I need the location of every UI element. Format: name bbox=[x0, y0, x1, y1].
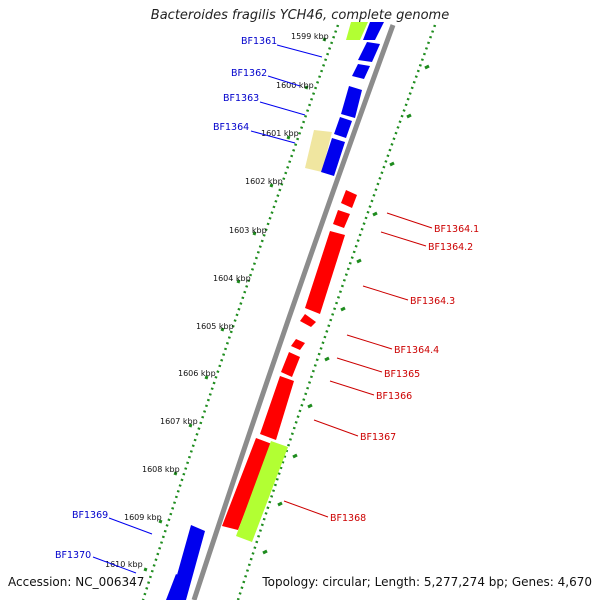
leader-line bbox=[283, 500, 329, 518]
kbp-label: 1599 kbp bbox=[291, 32, 329, 41]
gene-arrow-reverse[interactable] bbox=[305, 231, 345, 314]
gene-arrow-forward[interactable] bbox=[341, 86, 362, 118]
gene-label-forward[interactable]: BF1364 bbox=[213, 122, 249, 133]
gene-arrow-forward[interactable] bbox=[166, 574, 186, 600]
inner-tick bbox=[389, 161, 395, 167]
outer-dotted-guide bbox=[141, 24, 340, 600]
kbp-tick bbox=[304, 85, 309, 90]
gene-arrow-reverse[interactable] bbox=[291, 339, 305, 350]
gene-arrow-reverse[interactable] bbox=[300, 314, 316, 327]
inner-ticks bbox=[262, 64, 430, 555]
inner-tick bbox=[340, 306, 346, 312]
kbp-tick bbox=[286, 135, 291, 140]
gene-label-reverse[interactable]: BF1366 bbox=[376, 391, 412, 402]
inner-tick bbox=[324, 356, 330, 362]
label-leaders bbox=[92, 44, 433, 574]
forward-genes bbox=[166, 22, 384, 600]
leader-line bbox=[267, 75, 301, 87]
inner-tick bbox=[262, 549, 268, 555]
leader-line bbox=[313, 419, 359, 437]
kbp-label: 1605 kbp bbox=[196, 322, 234, 331]
gene-arrow-forward[interactable] bbox=[321, 138, 345, 176]
pseudo-gene-box[interactable] bbox=[305, 130, 332, 172]
kbp-label: 1609 kbp bbox=[124, 513, 162, 522]
inner-tick bbox=[372, 211, 378, 217]
kbp-tick bbox=[173, 471, 178, 476]
gene-label-reverse[interactable]: BF1364.3 bbox=[410, 296, 455, 307]
leader-line bbox=[108, 517, 153, 535]
highlight-gene[interactable] bbox=[236, 441, 288, 542]
kbp-label: 1607 kbp bbox=[160, 417, 198, 426]
leader-line bbox=[259, 101, 306, 116]
gene-label-forward[interactable]: BF1361 bbox=[241, 36, 277, 47]
leader-line bbox=[92, 556, 137, 574]
gene-label-reverse[interactable]: BF1365 bbox=[384, 369, 420, 380]
leader-line bbox=[336, 357, 383, 373]
map-title: Bacteroides fragilis YCH46, complete gen… bbox=[150, 8, 450, 23]
gene-label-reverse[interactable]: BF1364.1 bbox=[434, 224, 479, 235]
gene-arrow-reverse[interactable] bbox=[260, 376, 294, 440]
gene-arrow-forward[interactable] bbox=[358, 42, 380, 62]
kbp-tick bbox=[204, 375, 209, 380]
kbp-label: 1600 kbp bbox=[276, 81, 314, 90]
leader-line bbox=[362, 285, 409, 301]
inner-tick bbox=[356, 258, 362, 264]
leader-line bbox=[276, 44, 323, 58]
gene-arrow-forward[interactable] bbox=[352, 64, 370, 79]
kbp-label: 1610 kbp bbox=[105, 560, 143, 569]
leader-line bbox=[250, 130, 296, 144]
gene-arrow-reverse[interactable] bbox=[281, 352, 300, 377]
leader-line bbox=[329, 380, 375, 396]
kbp-tick bbox=[220, 327, 225, 332]
kbp-label: 1603 kbp bbox=[229, 226, 267, 235]
genome-backbone bbox=[191, 24, 396, 600]
kbp-label: 1602 kbp bbox=[245, 177, 283, 186]
leader-line bbox=[386, 212, 433, 229]
gene-label-forward[interactable]: BF1363 bbox=[223, 93, 259, 104]
gene-arrow-reverse[interactable] bbox=[222, 438, 272, 530]
gene-arrow-forward[interactable] bbox=[363, 22, 384, 40]
kbp-tick bbox=[236, 279, 241, 284]
gene-label-reverse[interactable]: BF1368 bbox=[330, 513, 366, 524]
inner-tick bbox=[292, 453, 298, 459]
kbp-tick bbox=[188, 423, 193, 428]
gene-arrow-forward[interactable] bbox=[334, 117, 352, 138]
inner-tick bbox=[424, 64, 430, 70]
inner-tick bbox=[406, 113, 412, 119]
gene-arrow-reverse[interactable] bbox=[341, 190, 357, 208]
inner-tick bbox=[307, 403, 313, 409]
gene-label-forward[interactable]: BF1370 bbox=[55, 550, 91, 561]
genome-summary: Topology: circular; Length: 5,277,274 bp… bbox=[262, 575, 592, 589]
gene-arrow-forward[interactable] bbox=[346, 22, 368, 40]
kbp-ticks bbox=[143, 37, 327, 572]
kbp-label: 1606 kbp bbox=[178, 369, 216, 378]
gene-label-reverse[interactable]: BF1367 bbox=[360, 432, 396, 443]
leader-line bbox=[380, 231, 427, 247]
accession-text: Accession: NC_006347 bbox=[8, 575, 145, 589]
inner-tick bbox=[277, 501, 283, 507]
kbp-label: 1608 kbp bbox=[142, 465, 180, 474]
gene-arrow-reverse[interactable] bbox=[333, 210, 350, 228]
kbp-tick bbox=[252, 231, 257, 236]
leader-line bbox=[346, 334, 393, 350]
gene-label-reverse[interactable]: BF1364.4 bbox=[394, 345, 439, 356]
kbp-tick bbox=[269, 183, 274, 188]
inner-dotted-guide bbox=[236, 24, 437, 600]
gene-label-forward[interactable]: BF1362 bbox=[231, 68, 267, 79]
kbp-tick bbox=[322, 37, 327, 42]
kbp-tick bbox=[143, 567, 148, 572]
gene-label-reverse[interactable]: BF1364.2 bbox=[428, 242, 473, 253]
kbp-label: 1601 kbp bbox=[261, 129, 299, 138]
reverse-genes bbox=[222, 190, 357, 542]
gene-label-forward[interactable]: BF1369 bbox=[72, 510, 108, 521]
kbp-label: 1604 kbp bbox=[213, 274, 251, 283]
kbp-tick bbox=[158, 519, 163, 524]
